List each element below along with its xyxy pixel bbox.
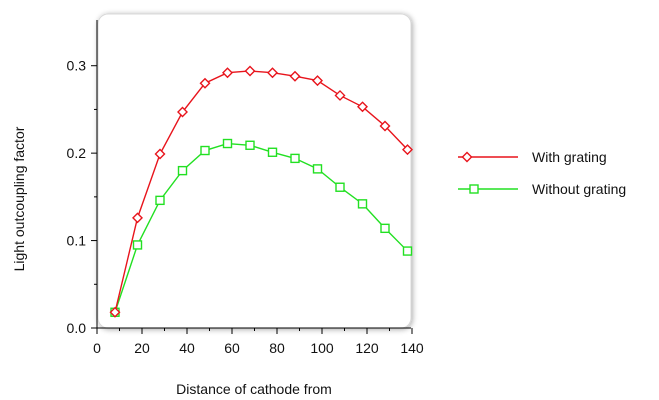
legend-marker: [469, 184, 479, 194]
data-point: [200, 145, 210, 156]
legend-label: Without grating: [532, 181, 626, 197]
x-tick-label: 20: [134, 340, 150, 356]
axes: 0.0 0.1 0.2 0.3 0 20 40 60 80 100 120 140: [67, 20, 424, 356]
legend-item: With grating: [458, 149, 607, 165]
x-tick-label: 0: [93, 340, 101, 356]
data-point: [357, 199, 368, 209]
data-point: [177, 106, 188, 118]
data-point: [177, 165, 188, 176]
data-point: [267, 67, 278, 79]
data-point: [155, 195, 165, 206]
data-point: [267, 147, 278, 157]
x-tick-label: 60: [224, 340, 240, 356]
y-tick-label: 0.2: [67, 145, 87, 161]
x-tick-label: 120: [355, 340, 379, 356]
data-point: [334, 89, 346, 101]
series-line: [114, 70, 409, 313]
data-point: [244, 65, 256, 77]
data-point: [402, 246, 413, 256]
legend-label: With grating: [532, 149, 607, 165]
data-point: [132, 240, 143, 250]
y-tick-label: 0.0: [67, 320, 87, 336]
data-point: [222, 138, 233, 149]
data-point: [290, 153, 300, 164]
legend-marker: [461, 151, 473, 163]
y-axis-title: Light outcoupling factor: [11, 126, 27, 271]
data-point: [222, 67, 233, 79]
data-point: [380, 223, 390, 234]
legend: With grating Without grating: [458, 149, 626, 197]
data-point: [199, 77, 211, 89]
y-tick-label: 0.3: [67, 58, 87, 74]
data-point: [379, 120, 391, 132]
data-point: [357, 101, 368, 113]
data-point: [312, 164, 323, 174]
legend-item: Without grating: [458, 181, 626, 197]
y-tick-label: 0.1: [67, 233, 87, 249]
plot-area: [97, 13, 412, 329]
x-axis-title: Distance of cathode from: [176, 381, 332, 397]
x-tick-label: 40: [179, 340, 195, 356]
data-point: [132, 212, 143, 224]
data-point: [245, 140, 255, 150]
data-point: [335, 182, 345, 192]
data-point: [289, 70, 301, 82]
data-point: [312, 75, 323, 87]
data-point: [154, 148, 166, 160]
series-layer: [109, 65, 413, 318]
x-tick-label: 140: [400, 340, 424, 356]
x-tick-label: 100: [310, 340, 334, 356]
series-without-grating: [110, 138, 413, 317]
x-tick-label: 80: [269, 340, 285, 356]
series-with-grating: [109, 65, 413, 318]
data-point: [402, 144, 413, 156]
data-point: [109, 306, 121, 318]
